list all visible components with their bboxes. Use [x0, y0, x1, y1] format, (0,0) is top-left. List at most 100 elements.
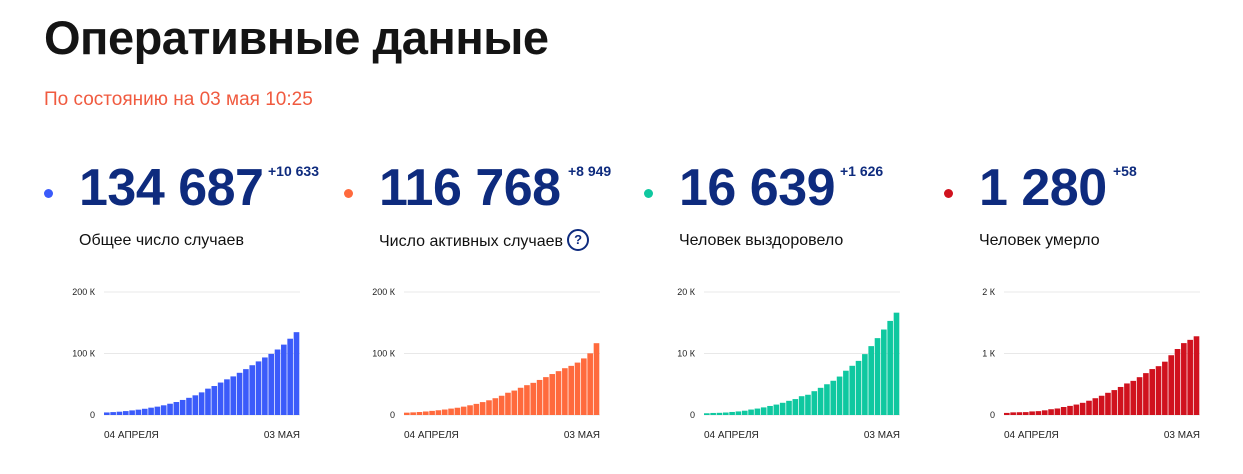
bar: [1041, 410, 1048, 415]
bar: [568, 365, 575, 415]
bar: [416, 412, 423, 415]
series-dot: [944, 189, 953, 198]
bar: [1168, 355, 1175, 415]
y-tick-label: 1 К: [982, 349, 996, 359]
bar: [505, 392, 511, 415]
bar: [511, 390, 518, 415]
bar: [1092, 398, 1099, 415]
bar: [1155, 366, 1162, 415]
y-tick-label: 2 К: [982, 287, 996, 297]
stat-label: Общее число случаев: [79, 232, 244, 249]
stat-label-wrap: Число активных случаев?: [379, 229, 590, 253]
x-tick-label: 04 АПРЕЛЯ: [404, 430, 459, 441]
timestamp: По состоянию на 03 мая 10:25: [44, 89, 313, 110]
y-tick-label: 0: [390, 410, 395, 420]
y-tick-label: 200 К: [72, 287, 96, 297]
bar: [422, 411, 429, 415]
bar: [1117, 386, 1124, 415]
bar: [429, 410, 435, 415]
y-tick-label: 0: [90, 410, 95, 420]
bar: [217, 382, 224, 415]
bar: [536, 379, 543, 415]
bar: [281, 344, 287, 415]
bar: [767, 405, 773, 415]
bar: [817, 387, 824, 415]
bar: [129, 410, 135, 415]
stat-label: Число активных случаев: [379, 233, 564, 251]
bar: [141, 408, 148, 415]
bar: [773, 404, 780, 415]
bar: [1054, 408, 1061, 415]
bar: [262, 357, 268, 415]
x-tick-label: 04 АПРЕЛЯ: [704, 430, 759, 441]
bar: [574, 362, 581, 415]
bar: [268, 353, 275, 415]
bar: [1187, 339, 1193, 415]
bar: [1073, 404, 1080, 416]
bar: [843, 370, 849, 415]
bar: [473, 403, 480, 415]
bar: [517, 387, 524, 415]
chart-active: 0 100 К 200 К 04 АПРЕЛЯ 03 МАЯ: [372, 287, 600, 441]
bar: [293, 332, 300, 415]
stat-value: 1 280: [979, 159, 1107, 217]
bar: [735, 411, 742, 415]
bar: [862, 354, 868, 415]
x-tick-label: 03 МАЯ: [1164, 430, 1200, 441]
stat-delta: +1 626: [840, 163, 884, 179]
stat-delta: +8 949: [568, 163, 612, 179]
page-title: Оперативные данные: [44, 11, 549, 64]
bar: [849, 365, 856, 415]
x-tick-label: 03 МАЯ: [564, 430, 600, 441]
bar: [562, 368, 568, 415]
bar: [154, 406, 161, 415]
x-tick-label: 04 АПРЕЛЯ: [1004, 430, 1059, 441]
stat-card-active: 116 768 +8 949 Число активных случаев? 0…: [344, 150, 634, 470]
bar: [1010, 412, 1016, 415]
bar: [274, 349, 281, 415]
bar: [287, 338, 293, 415]
bar: [492, 398, 499, 415]
bar: [1149, 369, 1156, 415]
y-tick-label: 10 К: [677, 349, 696, 359]
series-dot: [44, 189, 53, 198]
bar: [198, 392, 205, 415]
bar: [205, 388, 211, 415]
bar: [224, 379, 230, 415]
bar: [779, 402, 786, 415]
bar: [1029, 411, 1035, 415]
bar: [729, 411, 735, 415]
bar: [722, 412, 729, 415]
bar: [581, 358, 587, 415]
bar: [236, 372, 243, 415]
bar: [881, 329, 887, 415]
bar: [792, 399, 799, 415]
stat-card-recovered: 16 639 +1 626 Человек выздоровело 0 10 К 2…: [644, 150, 934, 470]
y-tick-label: 100 К: [72, 349, 96, 359]
bar: [104, 412, 110, 415]
bar: [786, 400, 792, 415]
bar: [211, 386, 218, 415]
bar: [1174, 349, 1181, 415]
bar: [148, 407, 154, 415]
stat-label: Человек выздоровело: [679, 232, 844, 249]
help-icon[interactable]: ?: [567, 229, 590, 251]
bar: [524, 385, 530, 415]
bar: [1111, 390, 1118, 415]
bar: [824, 384, 830, 415]
bar: [887, 320, 893, 415]
y-tick-label: 200 К: [372, 287, 396, 297]
bar: [836, 376, 843, 415]
bar: [186, 397, 192, 415]
bar: [1162, 361, 1168, 415]
bar: [460, 406, 467, 415]
bar: [435, 410, 442, 415]
x-tick-label: 03 МАЯ: [264, 430, 300, 441]
bar: [230, 376, 237, 415]
stat-delta: +58: [1113, 163, 1137, 179]
bar: [1124, 383, 1130, 415]
y-tick-label: 0: [690, 410, 695, 420]
stat-value: 16 639: [679, 159, 836, 217]
bar: [874, 338, 881, 416]
bar: [167, 403, 173, 415]
